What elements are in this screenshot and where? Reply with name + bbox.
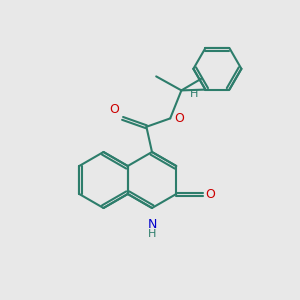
Text: H: H bbox=[148, 229, 156, 239]
Text: O: O bbox=[205, 188, 215, 200]
Text: O: O bbox=[174, 112, 184, 125]
Text: O: O bbox=[110, 103, 120, 116]
Text: H: H bbox=[189, 89, 198, 99]
Text: N: N bbox=[147, 218, 157, 231]
